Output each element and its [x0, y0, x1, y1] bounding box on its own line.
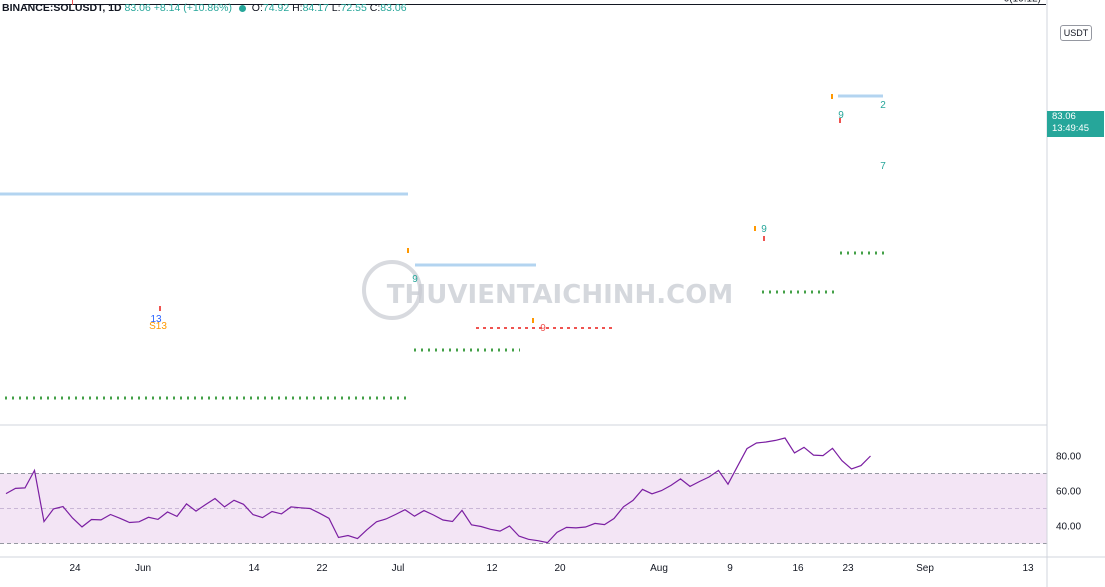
- rsi-tick-label: 60.00: [1056, 487, 1081, 498]
- watermark-text: THUVIENTAICHINH.COM: [387, 280, 733, 310]
- time-tick-label: 12: [486, 563, 498, 574]
- rsi-tick-label: 40.00: [1056, 522, 1081, 533]
- signal-marker-icon: [763, 236, 765, 241]
- time-tick-label: 16: [792, 563, 804, 574]
- close-label: C:: [369, 2, 381, 14]
- high-value: 84.17: [302, 2, 329, 14]
- watermark-group: THUVIENTAICHINH.COM: [362, 260, 733, 320]
- td-count-label: 13: [150, 314, 162, 325]
- time-tick-label: Sep: [916, 563, 934, 574]
- bar-countdown: 13:49:45: [1052, 123, 1089, 134]
- rsi-pane: 40.00 60.00 80.00: [5, 437, 1081, 544]
- time-tick-label: 23: [842, 563, 854, 574]
- current-price-badge: 83.06 13:49:45: [1047, 111, 1104, 137]
- signal-marker-icon: [532, 318, 534, 323]
- rsi-tick-label: 80.00: [1056, 452, 1081, 463]
- time-tick-label: 13: [1022, 563, 1034, 574]
- open-value: 74.92: [262, 2, 290, 14]
- signal-marker-icon: [839, 118, 841, 123]
- watermark-logo-icon: [362, 260, 422, 320]
- time-tick-label: 9: [727, 563, 733, 574]
- td-count-label: 2: [880, 100, 886, 111]
- symbol-header: BINANCE:SOLUSDT, 1D 83.06 +8.14 (+10.86%…: [2, 2, 407, 14]
- current-price-value: 83.06: [1052, 111, 1076, 122]
- low-label: L:: [331, 2, 341, 14]
- signal-marker-icon: [831, 94, 833, 99]
- close-value: 83.06: [380, 2, 407, 14]
- signal-marker-icon: [407, 248, 409, 253]
- td-count-label: 9: [412, 274, 418, 285]
- time-tick-label: 22: [316, 563, 328, 574]
- last-price: 83.06: [124, 2, 151, 14]
- td-count-label: S13: [149, 321, 167, 332]
- td-count-label: 9: [761, 224, 767, 235]
- time-tick-label: Aug: [650, 563, 668, 574]
- time-tick-label: 20: [554, 563, 566, 574]
- status-dot-icon: [238, 4, 246, 12]
- low-value: 72.55: [340, 2, 367, 14]
- rsi-band-group: [0, 473, 1047, 544]
- currency-unit-button[interactable]: USDT: [1060, 25, 1092, 41]
- td-count-label: 9: [838, 110, 844, 121]
- overlay-lines: [0, 94, 886, 400]
- open-label: O:: [251, 2, 263, 14]
- time-tick-label: 14: [248, 563, 260, 574]
- time-tick-label: 24: [69, 563, 81, 574]
- rsi-band: [0, 473, 1047, 544]
- td-count-label: 9: [540, 323, 546, 334]
- symbol-name[interactable]: BINANCE:SOLUSDT, 1D: [2, 2, 122, 14]
- high-label: H:: [292, 2, 303, 14]
- time-tick-label: Jul: [392, 563, 405, 574]
- time-tick-label: Jun: [135, 563, 151, 574]
- signal-marker-icon: [754, 226, 756, 231]
- fib-level-label: 0(19.12): [1004, 0, 1041, 5]
- td-count-label: 7: [880, 161, 886, 172]
- price-change: +8.14 (+10.86%): [153, 2, 232, 14]
- rsi-line: [5, 437, 871, 544]
- fibonacci-levels: 0(19.12)0.236(28.38)0.382(34.12)0.5(38.7…: [24, 0, 1046, 5]
- signal-marker-icon: [159, 306, 161, 311]
